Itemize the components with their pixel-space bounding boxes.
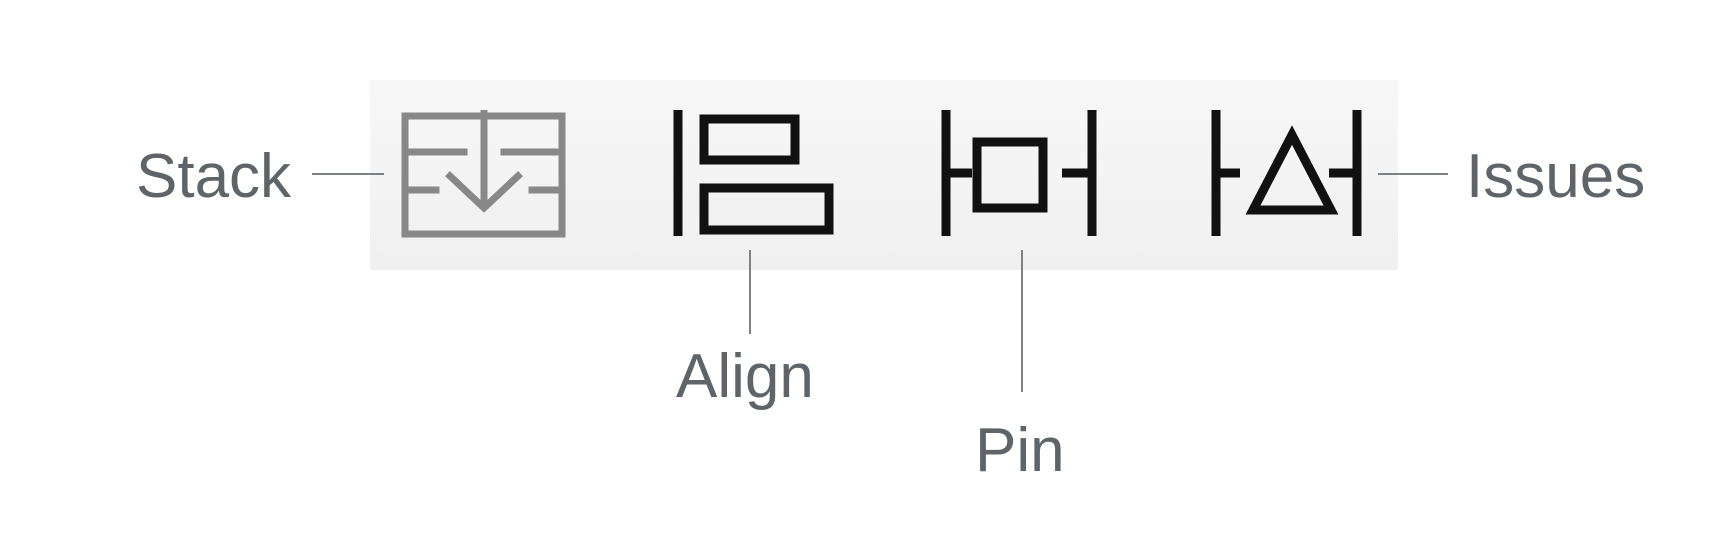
resolve-issues-icon[interactable] xyxy=(1206,110,1376,240)
align-icon[interactable] xyxy=(668,110,838,240)
issues-leader-line xyxy=(1378,173,1448,175)
pin-leader-line xyxy=(1021,250,1023,392)
stack-leader-line xyxy=(312,173,384,175)
stack-view-icon[interactable] xyxy=(400,110,570,240)
stack-label: Stack xyxy=(136,142,292,211)
align-leader-line xyxy=(749,250,751,334)
align-label: Align xyxy=(676,342,814,411)
pin-icon[interactable] xyxy=(936,110,1106,240)
pin-label: Pin xyxy=(975,416,1065,485)
issues-label: Issues xyxy=(1466,142,1646,211)
